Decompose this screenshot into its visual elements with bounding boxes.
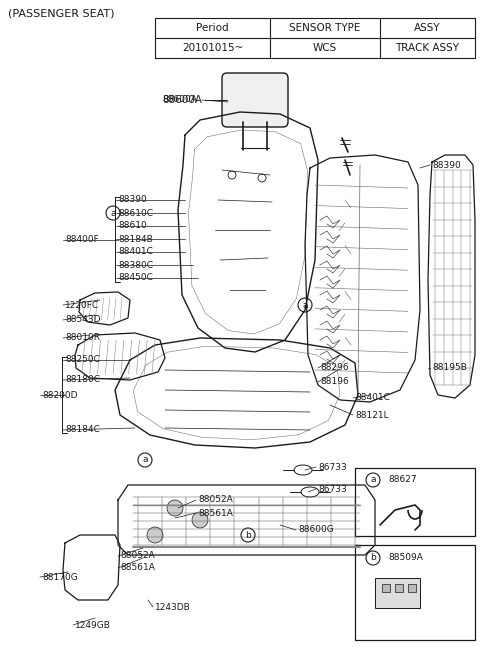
Text: 88401C: 88401C — [355, 394, 390, 403]
Text: 88195B: 88195B — [432, 364, 467, 373]
Text: 20101015~: 20101015~ — [182, 43, 243, 53]
Text: (PASSENGER SEAT): (PASSENGER SEAT) — [8, 9, 115, 19]
Bar — [395, 584, 403, 592]
Text: 88170G: 88170G — [42, 572, 78, 582]
Text: 88627: 88627 — [388, 476, 417, 485]
Text: 88052A: 88052A — [120, 552, 155, 561]
Text: 88200D: 88200D — [42, 390, 77, 400]
Text: 88180C: 88180C — [65, 375, 100, 384]
FancyBboxPatch shape — [222, 73, 288, 127]
Text: 88390: 88390 — [118, 195, 147, 204]
Text: 1243DB: 1243DB — [155, 603, 191, 612]
Text: 88509A: 88509A — [388, 553, 423, 563]
Text: Period: Period — [196, 23, 229, 33]
Text: 88121L: 88121L — [355, 411, 389, 419]
Text: 86733: 86733 — [318, 485, 347, 493]
Text: 88296: 88296 — [320, 364, 348, 373]
Bar — [355, 545, 475, 640]
Text: a: a — [302, 301, 308, 310]
Text: TRACK ASSY: TRACK ASSY — [396, 43, 459, 53]
Text: a: a — [142, 455, 148, 464]
Text: 88610C: 88610C — [118, 208, 153, 217]
Text: 88600G: 88600G — [298, 525, 334, 534]
Bar — [375, 578, 420, 608]
Text: 86733: 86733 — [318, 462, 347, 472]
Text: a: a — [110, 208, 116, 217]
Text: 88450C: 88450C — [118, 274, 153, 282]
Text: 88184B: 88184B — [118, 234, 153, 244]
Circle shape — [147, 527, 163, 543]
Text: WCS: WCS — [313, 43, 337, 53]
Text: ASSY: ASSY — [414, 23, 441, 33]
Text: 88561A: 88561A — [198, 508, 233, 517]
Circle shape — [192, 512, 208, 528]
Text: 88184C: 88184C — [65, 426, 100, 434]
Bar — [408, 584, 416, 592]
Text: 1220FC: 1220FC — [65, 301, 99, 310]
Text: 88196: 88196 — [320, 377, 349, 386]
Text: SENSOR TYPE: SENSOR TYPE — [289, 23, 360, 33]
Text: 88380C: 88380C — [118, 261, 153, 269]
Bar — [355, 468, 475, 536]
Text: 88250C: 88250C — [65, 356, 100, 364]
Text: 88052A: 88052A — [198, 495, 233, 504]
Text: b: b — [245, 531, 251, 540]
Text: 88600A: 88600A — [162, 96, 197, 105]
Text: 88010R: 88010R — [65, 333, 100, 343]
Text: 88400F: 88400F — [65, 236, 99, 244]
Text: 88561A: 88561A — [120, 563, 155, 572]
Text: 88401C: 88401C — [118, 248, 153, 257]
Bar — [382, 584, 390, 592]
Text: 88390: 88390 — [432, 160, 461, 170]
Circle shape — [167, 500, 183, 516]
Text: b: b — [370, 553, 376, 563]
Text: a: a — [370, 476, 376, 485]
Text: 88600A: 88600A — [162, 95, 202, 105]
Text: 88610: 88610 — [118, 221, 147, 231]
Text: 1249GB: 1249GB — [75, 620, 111, 629]
Text: 88543D: 88543D — [65, 316, 100, 324]
